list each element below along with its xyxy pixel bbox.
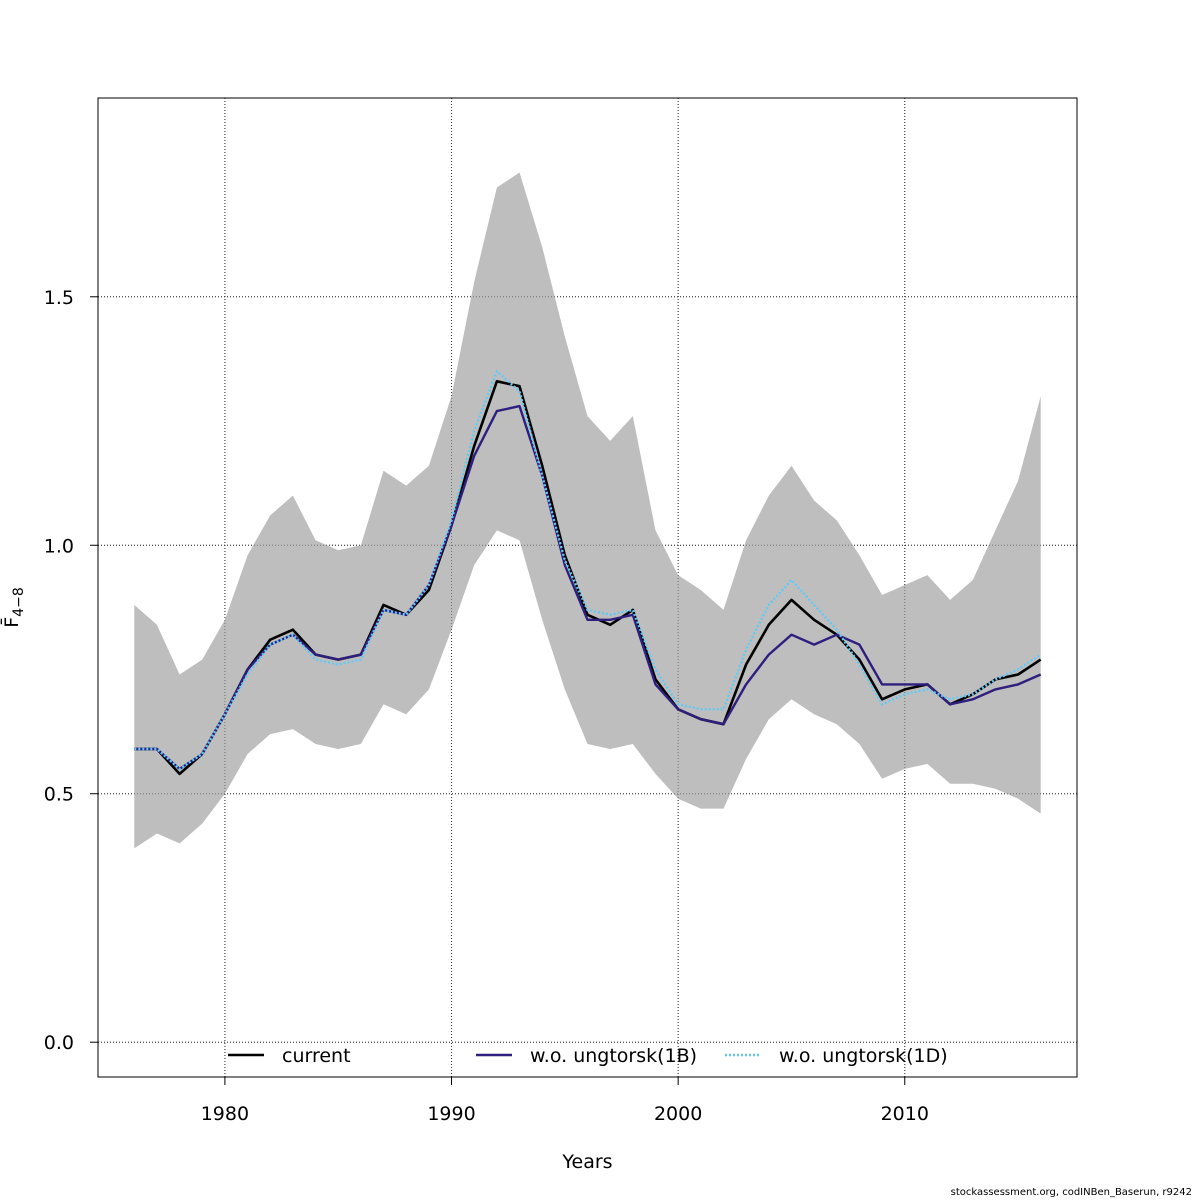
x-axis-title: Years <box>561 1151 612 1173</box>
x-tick-label-1: 1990 <box>427 1103 475 1125</box>
legend: current w.o. ungtorsk(1B) w.o. ungtorsk(1D… <box>228 1045 948 1067</box>
plot-frame <box>97 97 1078 1078</box>
series-line-0 <box>134 379 1042 776</box>
footer-credit: stockassessment.org, codINBen_Baserun, r… <box>950 1187 1192 1198</box>
y-axis-title-main: F̄ <box>0 617 23 628</box>
y-tick-label-3: 1.5 <box>44 287 74 309</box>
y-axis-title-group: F̄4−8 <box>0 587 27 627</box>
grid-lines-over <box>98 98 1077 1077</box>
confidence-band <box>134 172 1041 849</box>
x-tick-label-0: 1980 <box>201 1103 249 1125</box>
x-tick-label-2: 2000 <box>654 1103 702 1125</box>
confidence-band-layer <box>134 172 1041 849</box>
x-tick-label-3: 2010 <box>881 1103 929 1125</box>
axes-layer: 1980 1990 2000 2010 0.0 0.5 1.0 1.5 <box>44 287 929 1125</box>
y-tick-label-2: 1.0 <box>44 535 74 557</box>
legend-label-2: w.o. ungtorsk(1D) <box>779 1045 948 1067</box>
series-line-2 <box>134 370 1042 771</box>
y-axis-title: F̄4−8 <box>0 587 27 627</box>
legend-label-1: w.o. ungtorsk(1B) <box>530 1045 697 1067</box>
y-axis-title-subscript: 4−8 <box>11 587 27 617</box>
y-tick-label-1: 0.5 <box>44 784 74 806</box>
y-tick-label-0: 0.0 <box>44 1032 74 1054</box>
legend-label-0: current <box>282 1045 351 1067</box>
series-layer <box>134 370 1042 776</box>
